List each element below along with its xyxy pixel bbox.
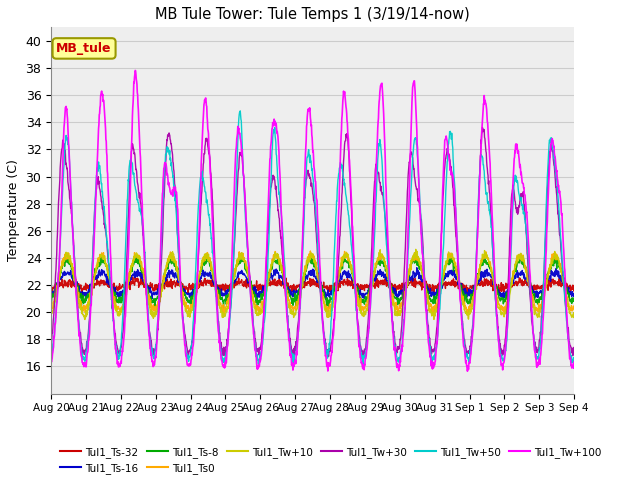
Legend: Tul1_Ts-32, Tul1_Ts-16, Tul1_Ts-8, Tul1_Ts0, Tul1_Tw+10, Tul1_Tw+30, Tul1_Tw+50,: Tul1_Ts-32, Tul1_Ts-16, Tul1_Ts-8, Tul1_… xyxy=(56,443,606,478)
Title: MB Tule Tower: Tule Temps 1 (3/19/14-now): MB Tule Tower: Tule Temps 1 (3/19/14-now… xyxy=(156,7,470,22)
Text: MB_tule: MB_tule xyxy=(56,42,112,55)
Y-axis label: Temperature (C): Temperature (C) xyxy=(7,159,20,262)
